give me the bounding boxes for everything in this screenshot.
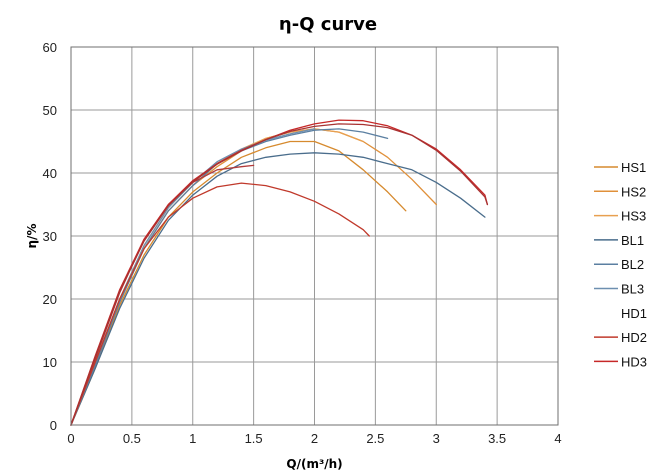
legend-item-hd2: HD2 [594, 330, 647, 345]
legend-label: HD3 [621, 354, 647, 369]
legend-label: HS1 [621, 160, 646, 175]
y-axis-label: η/% [25, 224, 39, 249]
grid-lines [70, 46, 559, 426]
legend-item-hd3: HD3 [594, 354, 647, 369]
legend-item-bl2: BL2 [594, 257, 644, 272]
legend-item-hd1: HD1 [621, 306, 647, 321]
legend-item-hs2: HS2 [594, 184, 646, 199]
legend-label: HD1 [621, 306, 647, 321]
y-tick-label: 10 [43, 355, 57, 370]
x-tick-label: 1 [189, 431, 196, 446]
legend-item-bl3: BL3 [594, 282, 644, 297]
legend-label: HS3 [621, 209, 646, 224]
series-line-hd1 [70, 164, 255, 426]
series-lines [70, 119, 489, 426]
series-line-hd3 [70, 119, 489, 426]
plot-area-border [70, 46, 559, 426]
x-axis-label: Q/(m³/h) [286, 457, 342, 471]
legend-label: BL2 [621, 257, 644, 272]
x-tick-label: 3.5 [488, 431, 506, 446]
x-tick-label: 0 [67, 431, 74, 446]
legend: HS1 HS2 HS3 BL1 BL2 BL3 HD1 HD2 HD3 [594, 160, 647, 369]
chart-title: η-Q curve [279, 14, 377, 35]
series-line-unlabeled [70, 123, 489, 426]
y-tick-label: 30 [43, 229, 57, 244]
x-tick-label: 3 [433, 431, 440, 446]
x-tick-label: 2.5 [366, 431, 384, 446]
y-tick-label: 60 [43, 40, 57, 55]
series-line-hd2 [70, 182, 370, 426]
y-tick-label: 20 [43, 292, 57, 307]
legend-item-hs3: HS3 [594, 209, 646, 224]
x-tick-label: 0.5 [123, 431, 141, 446]
y-tick-label: 0 [50, 418, 57, 433]
legend-label: HD2 [621, 330, 647, 345]
legend-item-bl1: BL1 [594, 233, 644, 248]
y-tick-label: 50 [43, 103, 57, 118]
series-line-hs1 [70, 140, 407, 426]
legend-label: BL3 [621, 282, 644, 297]
x-tick-label: 4 [554, 431, 561, 446]
y-tick-label: 40 [43, 166, 57, 181]
series-line-bl1 [70, 152, 486, 426]
legend-item-hs1: HS1 [594, 160, 646, 175]
legend-label: BL1 [621, 233, 644, 248]
x-tick-label: 2 [311, 431, 318, 446]
x-tick-label: 1.5 [245, 431, 263, 446]
legend-label: HS2 [621, 184, 646, 199]
